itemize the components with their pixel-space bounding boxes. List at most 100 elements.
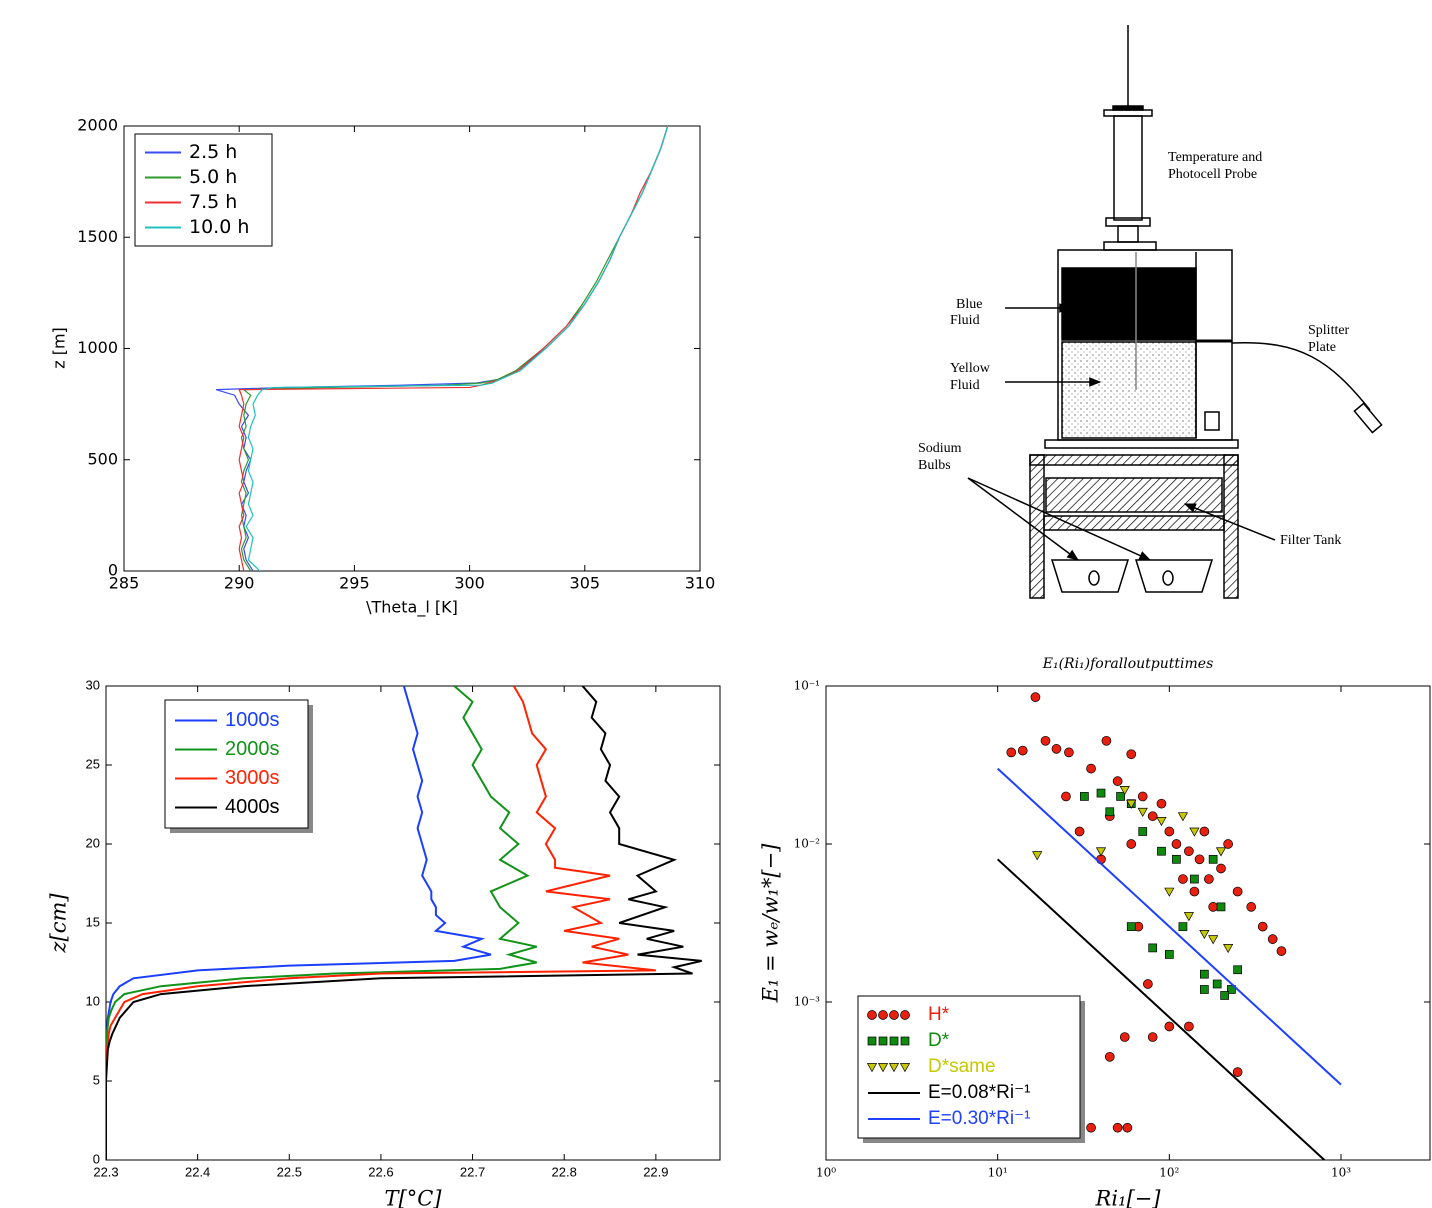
point (1017, 745, 1028, 756)
point (1223, 839, 1233, 849)
point (1212, 979, 1222, 989)
label-line: Plate (1308, 340, 1336, 355)
point (1194, 854, 1205, 865)
point (1119, 1032, 1130, 1042)
y-tick-label: 25 (86, 756, 100, 771)
chart-title: E₁(Ri₁)foralloutputtimes (1042, 656, 1214, 672)
diagram-label: Temperature and Photocell Probe (1168, 150, 1262, 182)
point (1030, 692, 1041, 703)
label-line: Filter Tank (1280, 533, 1341, 548)
legend-marker (900, 1010, 910, 1020)
point (1040, 735, 1051, 746)
legend-marker (889, 1010, 899, 1020)
point (1148, 943, 1158, 953)
probe-housing (1113, 115, 1143, 221)
point (1105, 807, 1115, 817)
stand-leg (1223, 454, 1239, 599)
y-axis-label: E₁ = wₑ/w₁*[−] (759, 843, 783, 1004)
point (1032, 851, 1043, 861)
series-line (106, 686, 656, 1160)
point (1189, 827, 1200, 837)
point (1172, 854, 1181, 864)
point (1074, 826, 1085, 837)
point (1112, 1122, 1123, 1133)
legend-marker (878, 1036, 888, 1046)
series-line (245, 126, 669, 571)
point (1208, 902, 1218, 912)
point (1006, 747, 1017, 758)
point (1200, 985, 1209, 994)
legend-label: E=0.30*Ri⁻¹ (928, 1108, 1030, 1129)
point (1080, 792, 1089, 801)
point (1143, 979, 1153, 989)
point (1233, 965, 1242, 975)
point (1200, 969, 1209, 979)
bulb (1088, 570, 1100, 586)
point (1246, 902, 1257, 912)
point (1189, 886, 1200, 897)
y-tick-label: 1000 (77, 338, 118, 357)
legend-label: 3000s (225, 767, 280, 789)
point (1232, 886, 1243, 897)
point (1190, 874, 1199, 884)
chart: 285 290 295 300 305 310 0 500 1000 1500 2000 \Theta… (50, 116, 716, 618)
legend-marker (888, 1063, 900, 1073)
arrow (967, 477, 1079, 561)
label-line: Sodium (918, 441, 962, 456)
diagram-label: Splitter Plate (1308, 323, 1350, 355)
chart: 22.3 22.4 22.5 22.6 22.7 22.8 22.9 0 5 10 15 20 25 30… (47, 677, 721, 1208)
diagram-label: Filter Tank (1280, 533, 1341, 548)
filter-tank (1045, 477, 1223, 513)
point (1257, 921, 1268, 932)
legend-label: H* (928, 1004, 950, 1025)
legend-label: 2000s (225, 738, 280, 760)
point (1126, 839, 1137, 849)
legend-marker (900, 1036, 910, 1046)
point (1138, 827, 1148, 836)
label-line: Temperature and (1168, 150, 1262, 165)
diagram-label: Blue Fluid (950, 297, 982, 328)
x-axis-label: \Theta_l [K] (366, 598, 458, 618)
y-tick-label: 10⁻³ (794, 995, 821, 1009)
point (1101, 735, 1112, 746)
y-tick-label: 500 (87, 449, 118, 468)
x-tick-label: 305 (570, 574, 601, 593)
label-line: Blue (956, 297, 982, 312)
bulb (1162, 570, 1174, 586)
plot-content (106, 686, 702, 1160)
x-tick-label: 10³ (1331, 1166, 1351, 1180)
series-line (106, 686, 492, 1160)
x-tick-label: 10¹ (988, 1166, 1008, 1180)
y-axis-label: z[cm] (47, 893, 71, 954)
legend-label: E=0.08*Ri⁻¹ (928, 1082, 1030, 1103)
legend-marker (878, 1010, 888, 1020)
arrow (967, 477, 1152, 561)
x-tick-label: 22.6 (368, 1164, 393, 1179)
point (1156, 817, 1167, 827)
point (1147, 1032, 1158, 1042)
point (1104, 1051, 1115, 1062)
point (1208, 854, 1218, 864)
point (1156, 798, 1167, 809)
point (1137, 807, 1148, 817)
x-tick-label: 295 (339, 574, 370, 593)
bulb-tray (1134, 559, 1214, 593)
x-tick-label: 300 (454, 574, 485, 593)
legend-label: 10.0 h (189, 216, 249, 238)
plot-content (215, 126, 669, 571)
label-line: Splitter (1308, 323, 1350, 338)
point (1199, 929, 1210, 940)
x-tick-label: 290 (224, 574, 255, 593)
point (1184, 846, 1194, 857)
point (1178, 874, 1188, 884)
point (1232, 1067, 1243, 1077)
x-tick-label: 10² (1159, 1166, 1179, 1180)
legend-label: 5.0 h (189, 166, 237, 188)
base-plate (1044, 439, 1239, 449)
legend-label: 1000s (225, 709, 280, 731)
point (1164, 1021, 1175, 1032)
point (1116, 792, 1125, 801)
y-tick-label: 5 (93, 1072, 100, 1087)
y-tick-label: 0 (93, 1151, 100, 1166)
